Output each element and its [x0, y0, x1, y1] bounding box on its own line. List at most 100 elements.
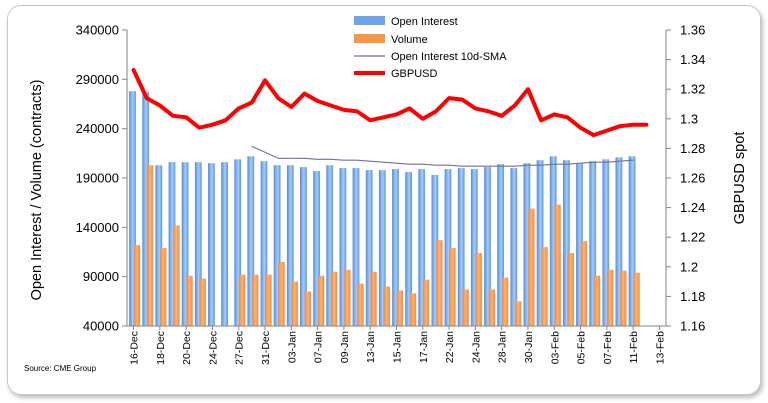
legend-label-gbpusd: GBPUSD: [391, 68, 438, 80]
volume-bar: [620, 270, 627, 326]
open-interest-bar: [352, 168, 360, 326]
x-tick-label: 31-Dec: [260, 331, 272, 365]
right-tick-label: 1.24: [680, 200, 705, 215]
open-interest-bar: [431, 175, 439, 326]
open-interest-bar: [194, 162, 202, 326]
x-tick-label: 09-Jan: [339, 331, 351, 363]
volume-bar: [304, 291, 311, 326]
volume-bar: [475, 253, 482, 326]
open-interest-bar: [286, 165, 294, 326]
left-tick-label: 240000: [76, 121, 119, 136]
volume-bar: [173, 225, 180, 326]
volume-bar: [370, 271, 377, 326]
open-interest-bar: [457, 168, 465, 326]
open-interest-bar: [418, 169, 426, 326]
open-interest-bar: [628, 156, 636, 326]
open-interest-bar: [326, 165, 334, 326]
volume-bars: [133, 165, 640, 326]
left-tick-label: 340000: [76, 23, 119, 38]
x-tick-label: 28-Jan: [497, 331, 509, 363]
volume-bar: [423, 279, 430, 326]
volume-bar: [199, 278, 206, 326]
x-tick-label: 13-Jan: [365, 331, 377, 363]
legend-label-open-interest: Open Interest: [391, 16, 458, 28]
open-interest-bar: [615, 157, 623, 326]
volume-bar: [449, 248, 456, 326]
open-interest-bar: [221, 162, 228, 326]
volume-bar: [133, 245, 141, 326]
x-tick-label: 11-Feb: [628, 331, 640, 364]
x-tick-label: 03-Jan: [286, 331, 298, 363]
volume-bar: [515, 301, 522, 326]
open-interest-bar: [273, 165, 281, 326]
open-interest-bar: [365, 170, 373, 326]
open-interest-bar: [602, 159, 610, 326]
volume-bar: [541, 247, 548, 326]
x-tick-label: 07-Feb: [602, 331, 614, 364]
sma-line: [251, 145, 634, 167]
open-interest-bar: [589, 161, 597, 326]
x-tick-label: 17-Jan: [418, 331, 430, 363]
line-series: [131, 68, 649, 167]
left-axis-ticks: 340000 290000 240000 190000 140000 90000 40000: [76, 23, 127, 334]
right-tick-label: 1.36: [680, 23, 705, 38]
source-note: Source: CME Group: [24, 364, 97, 373]
volume-bar: [633, 272, 640, 326]
right-tick-label: 1.32: [680, 82, 705, 97]
open-interest-bar: [168, 162, 176, 326]
open-interest-bar: [405, 172, 412, 326]
volume-bar: [554, 204, 561, 326]
open-interest-bar: [510, 168, 518, 326]
open-interest-bar: [549, 156, 557, 326]
open-interest-bar: [339, 168, 347, 326]
right-tick-label: 1.3: [680, 111, 698, 126]
x-tick-label: 16-Dec: [129, 331, 141, 365]
volume-bar: [252, 274, 259, 326]
x-tick-label: 27-Dec: [234, 331, 246, 365]
left-tick-label: 140000: [76, 220, 119, 235]
open-interest-bar: [155, 165, 163, 326]
volume-bar: [147, 165, 154, 326]
open-interest-bar: [523, 163, 531, 326]
open-interest-bar: [260, 161, 268, 326]
volume-bar: [291, 281, 298, 326]
x-tick-label: 30-Jan: [523, 331, 535, 363]
x-tick-label: 07-Jan: [313, 331, 325, 363]
open-interest-bar: [497, 164, 504, 326]
x-tick-label: 20-Dec: [181, 331, 193, 365]
x-tick-label: 24-Jan: [470, 331, 482, 363]
y-axis-title-left: Open Interest / Volume (contracts): [29, 80, 45, 301]
left-tick-label: 90000: [83, 269, 119, 284]
volume-bar: [186, 275, 193, 326]
volume-bar: [357, 283, 364, 326]
open-interest-bar: [484, 167, 491, 326]
open-interest-bar: [563, 160, 570, 326]
right-tick-label: 1.16: [680, 319, 705, 334]
right-axis-ticks: 1.36 1.34 1.32 1.3 1.28 1.26 1.24 1.22 1.2 1.18 1.…: [666, 23, 705, 334]
volume-bar: [160, 248, 167, 326]
open-interest-bar: [444, 169, 452, 326]
x-tick-label: 18-Dec: [155, 331, 167, 365]
volume-bar: [436, 240, 443, 326]
x-tick-label: 05-Feb: [576, 331, 588, 364]
open-interest-bar: [142, 92, 150, 326]
open-interest-bar: [234, 159, 242, 326]
volume-bar: [580, 241, 588, 326]
open-interest-bars: [129, 91, 636, 326]
x-tick-label: 13-Feb: [654, 331, 666, 364]
open-interest-bar: [536, 160, 544, 326]
legend-label-volume: Volume: [391, 34, 428, 46]
volume-bar: [344, 269, 351, 326]
legend-swatch-volume: [354, 34, 385, 43]
x-tick-label: 22-Jan: [444, 331, 456, 363]
open-interest-bar: [181, 162, 189, 326]
volume-bar: [502, 277, 509, 326]
right-tick-label: 1.28: [680, 141, 705, 156]
volume-bar: [239, 274, 246, 326]
open-interest-bar: [378, 170, 386, 326]
x-axis-ticks: 16-Dec 18-Dec 20-Dec 24-Dec 27-Dec 31-Dec 03-J…: [129, 326, 666, 365]
volume-bar: [318, 275, 325, 326]
volume-bar: [265, 274, 272, 326]
right-tick-label: 1.34: [680, 52, 705, 67]
